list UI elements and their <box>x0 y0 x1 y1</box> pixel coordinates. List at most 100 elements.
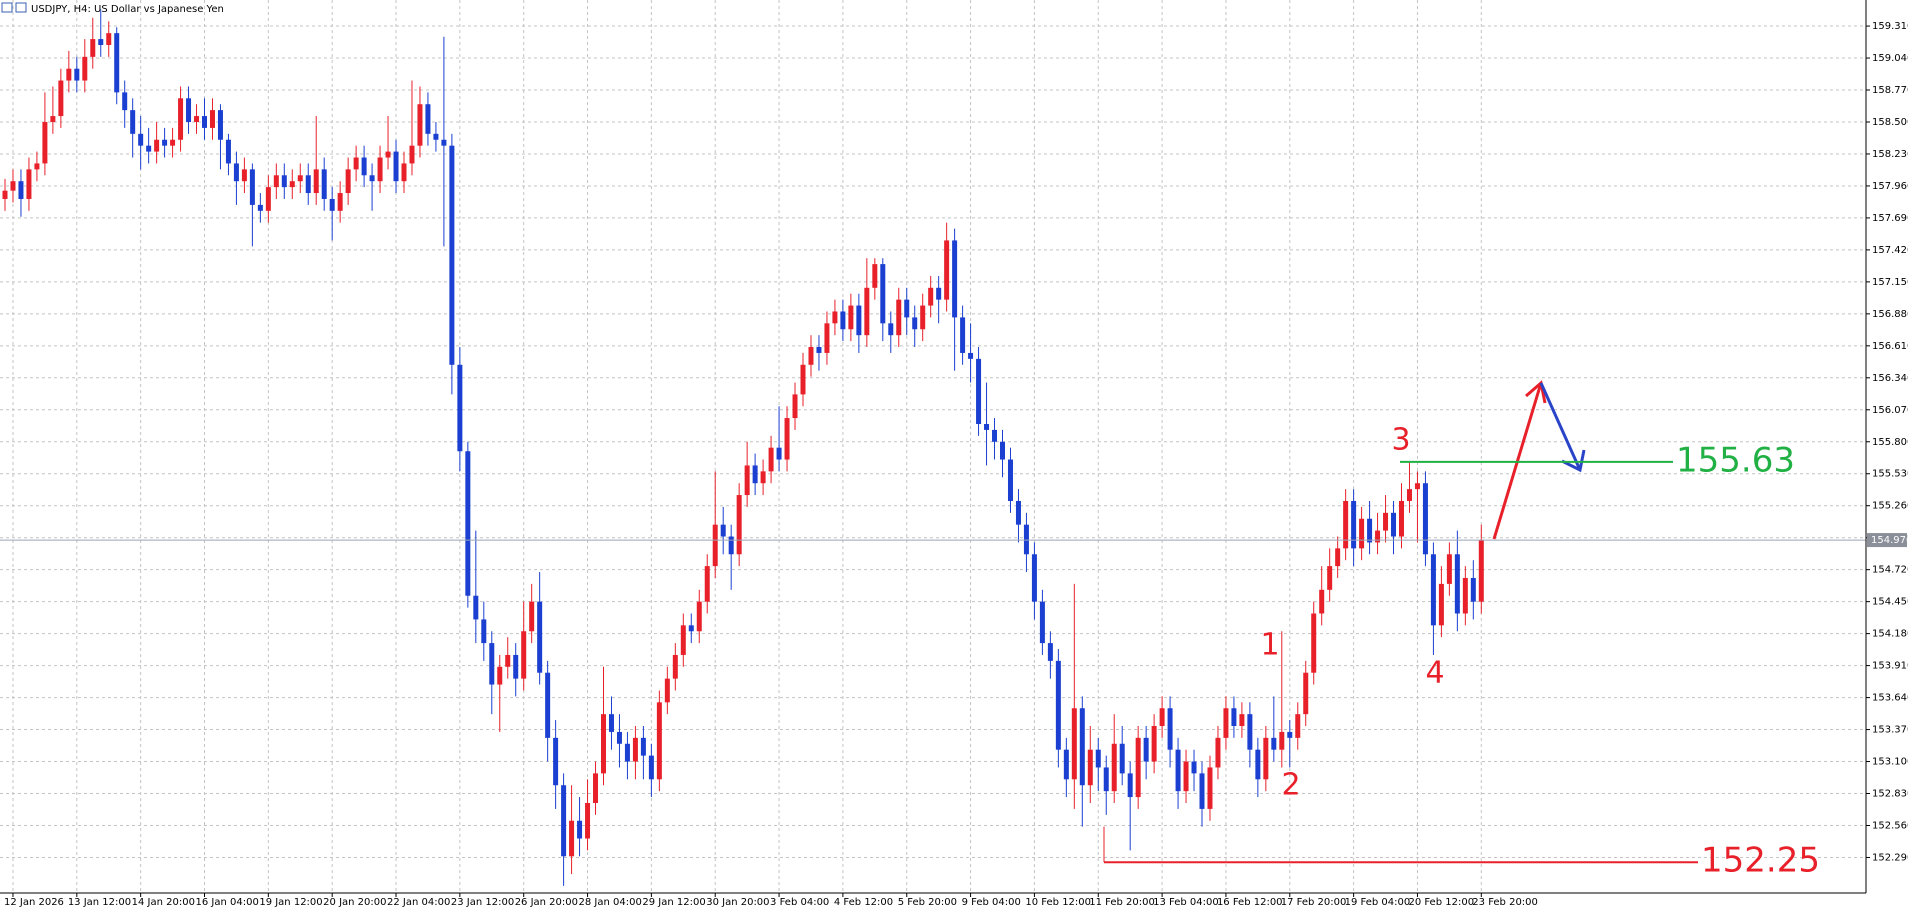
y-tick-label: 157.150 <box>1872 277 1908 288</box>
candle-body <box>289 181 295 188</box>
x-tick-label: 26 Jan 20:00 <box>515 897 578 907</box>
y-tick-label: 152.560 <box>1872 820 1908 831</box>
candle-body <box>1079 708 1085 786</box>
candle-body <box>401 163 407 182</box>
candle-body <box>2 190 8 199</box>
candle-body <box>521 631 527 679</box>
candle-body <box>82 56 88 81</box>
candle-body <box>1430 554 1436 626</box>
candle-body <box>114 33 120 93</box>
x-tick-label: 23 Jan 12:00 <box>451 897 514 907</box>
wave-label: 4 <box>1425 656 1444 691</box>
candle-body <box>1175 749 1181 792</box>
candle-body <box>624 743 630 762</box>
candle-body <box>1000 441 1005 460</box>
candle-body <box>1071 708 1077 780</box>
candle-body <box>377 157 383 182</box>
candle-body <box>433 133 439 140</box>
candle-body <box>449 145 455 365</box>
candle-body <box>800 364 806 395</box>
candle-body <box>1470 577 1476 602</box>
candle-body <box>585 802 591 839</box>
candle-body <box>497 666 503 685</box>
x-tick-label: 29 Jan 12:00 <box>642 897 705 907</box>
candle-body <box>1015 500 1021 525</box>
candle-body <box>441 139 447 146</box>
candle-body <box>632 737 638 762</box>
candle-body <box>1438 583 1444 626</box>
candle-body <box>561 785 567 857</box>
candle-body <box>106 33 112 46</box>
candle-body <box>1303 672 1309 715</box>
candle-body <box>345 169 351 194</box>
candle-body <box>640 737 646 756</box>
current-price-label: 154.970 <box>1871 535 1908 546</box>
candle-body <box>1422 483 1428 555</box>
candle-body <box>832 311 838 324</box>
candle-body <box>768 447 774 472</box>
candle-body <box>848 305 854 330</box>
candle-body <box>1039 601 1045 644</box>
candles <box>0 9 1866 886</box>
candle-body <box>1335 548 1341 567</box>
y-tick-label: 155.530 <box>1872 469 1908 480</box>
chart-title: USDJPY, H4: US Dollar vs Japanese Yen <box>31 4 224 15</box>
candle-body <box>1239 714 1245 727</box>
candle-body <box>968 352 974 359</box>
candle-body <box>1414 483 1420 490</box>
candle-body <box>1406 489 1412 501</box>
candle-body <box>481 619 487 644</box>
candle-body <box>664 678 670 703</box>
candle-body <box>656 702 662 780</box>
title-bar: USDJPY, H4: US Dollar vs Japanese Yen <box>1 2 224 15</box>
candle-body <box>680 625 686 655</box>
candle-body <box>26 169 32 199</box>
candle-body <box>186 98 192 122</box>
y-tick-label: 156.610 <box>1872 341 1908 352</box>
candle-body <box>353 157 359 170</box>
candle-body <box>58 80 64 117</box>
candle-body <box>784 418 790 460</box>
candle-body <box>1319 589 1325 614</box>
candle-body <box>1327 566 1333 590</box>
candle-body <box>1351 500 1357 549</box>
candle-body <box>672 654 678 679</box>
candle-body <box>1399 500 1404 537</box>
candle-body <box>856 305 862 336</box>
x-tick-label: 10 Feb 12:00 <box>1025 897 1091 907</box>
candle-body <box>241 169 247 182</box>
candle-body <box>928 287 934 306</box>
candle-body <box>361 157 367 176</box>
candle-body <box>992 429 998 442</box>
candle-body <box>553 737 559 786</box>
x-tick-label: 14 Jan 20:00 <box>132 897 195 907</box>
y-tick-label: 159.310 <box>1872 21 1908 32</box>
candle-body <box>1191 761 1197 774</box>
candle-body <box>712 524 718 567</box>
x-tick-label: 13 Feb 04:00 <box>1153 897 1219 907</box>
candle-body <box>1478 540 1484 602</box>
candle-body <box>1255 749 1261 780</box>
candle-body <box>417 104 423 146</box>
candle-body <box>616 731 622 744</box>
candle-body <box>960 317 966 353</box>
candle-body <box>1367 518 1373 543</box>
candle-body <box>138 133 144 146</box>
candle-body <box>1055 660 1061 750</box>
candle-body <box>337 193 343 211</box>
candle-body <box>840 311 846 330</box>
candle-body <box>1223 708 1229 738</box>
candle-body <box>273 175 279 188</box>
x-tick-label: 17 Feb 20:00 <box>1281 897 1347 907</box>
y-tick-label: 154.180 <box>1872 629 1908 640</box>
y-tick-label: 156.070 <box>1872 405 1908 416</box>
candle-body <box>537 601 543 673</box>
candle-body <box>1231 708 1237 727</box>
candle-body <box>1151 726 1157 762</box>
y-tick-label: 156.880 <box>1872 309 1908 320</box>
y-tick-label: 154.450 <box>1872 597 1908 608</box>
candle-body <box>752 465 758 484</box>
candle-body <box>984 423 990 430</box>
y-tick-label: 153.640 <box>1872 693 1908 704</box>
